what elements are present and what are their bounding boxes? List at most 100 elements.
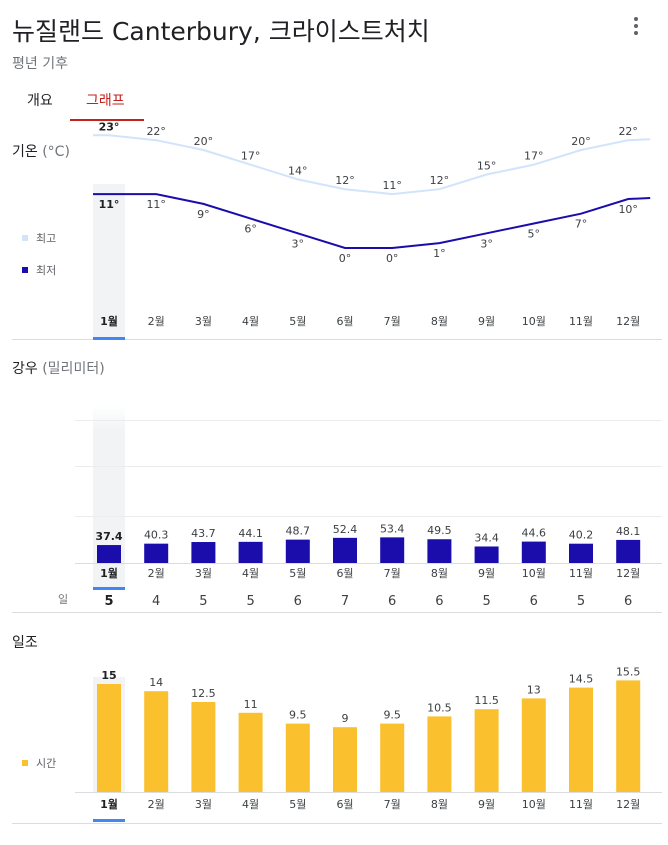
rain-month-label: 8월 [431,567,448,580]
rain-days-value: 5 [199,594,207,609]
temperature-section-title: 기온 (°C) [12,141,70,161]
low-temp-line [93,193,651,249]
rain-bar [333,537,357,563]
tab-active-indicator [70,119,144,121]
temp-month-label: 2월 [148,315,165,328]
temp-month-label: 4월 [242,315,259,328]
rain-days-value: 6 [435,594,443,609]
rain-month-label: 1월 [100,566,118,580]
rain-days-value: 4 [152,594,160,609]
sunshine-bar [569,687,593,792]
temp-month-label: 3월 [195,315,212,328]
sun-month-label: 6월 [336,798,353,811]
sunshine-bar [97,684,121,792]
rain-title: 강우 [12,361,38,377]
high-temp-label: 22° [618,125,638,138]
legend-sun-label: 시간 [36,757,57,770]
sunshine-value-label: 10.5 [427,701,452,714]
rain-value-label: 40.2 [569,529,594,542]
rain-month-label: 7월 [384,567,401,580]
sunshine-value-label: 14 [149,676,163,689]
legend-low-swatch [22,267,28,273]
tab-overview[interactable]: 개요 [27,93,53,109]
temp-month-label: 12월 [616,315,640,328]
rain-section-title: 강우 (밀리미터) [12,358,105,378]
tab-graph[interactable]: 그래프 [86,93,125,109]
sunshine-value-label: 11.5 [474,694,499,707]
rain-bar [616,539,641,563]
sunshine-bar [521,698,546,792]
sun-section-title: 일조 [12,632,38,652]
low-temp-label: 9° [197,208,210,221]
rain-value-label: 34.4 [474,531,499,544]
temperature-chart: 23° 22° 20° 17° 14° 12° 11° 12° 15° 17° 20° 22° 11° 1… [12,120,662,340]
sun-month-label: 2월 [148,798,165,811]
high-temp-label: 15° [477,160,497,173]
legend-low: 최저 [22,262,56,278]
rain-bar [569,543,593,563]
legend-high-swatch [22,235,28,241]
sunshine-value-label: 9 [342,712,349,725]
more-options-icon[interactable] [626,14,646,38]
rain-month-label: 10월 [522,567,546,580]
rain-bar [97,545,121,563]
low-temp-label: 6° [244,223,257,236]
sunshine-bar [285,723,310,792]
rain-chart: 37.4 1월 5 40.3 2월 4 43.7 3월 5 44.1 4월 5 48.7 5월 6 52.4 6… [12,405,662,613]
rain-days-value: 6 [294,594,302,609]
temp-month-label: 6월 [336,315,353,328]
rain-days-value: 7 [341,594,349,609]
sun-month-label: 1월 [100,797,118,811]
rain-value-label: 44.1 [238,527,263,540]
high-temp-label: 17° [241,150,261,163]
sunshine-value-label: 14.5 [569,673,594,686]
rain-month-label: 2월 [148,567,165,580]
page-title: 뉴질랜드 Canterbury, 크라이스트처치 [12,17,430,46]
rain-value-label: 37.4 [95,530,122,543]
temp-month-label: 1월 [100,314,118,328]
sunshine-value-label: 11 [244,698,258,711]
low-temp-label: 0° [386,252,399,265]
high-temp-label: 22° [146,125,166,138]
rain-bar [380,537,405,563]
sunshine-value-label: 12.5 [191,687,216,700]
legend-low-label: 최저 [36,264,57,277]
rain-value-label: 49.5 [427,524,452,537]
sun-month-label: 5월 [289,798,306,811]
rain-value-label: 40.3 [144,529,169,542]
legend-sun: 시간 [22,755,56,771]
high-temp-label: 23° [99,120,120,133]
low-temp-label: 3° [292,237,305,250]
sunshine-bar [191,702,216,792]
temp-month-label: 11월 [569,315,593,328]
high-temp-label: 14° [288,164,308,177]
rain-value-label: 52.4 [333,523,358,536]
rain-value-label: 53.4 [380,522,405,535]
sun-title: 일조 [12,635,38,651]
low-temp-label: 3° [480,237,493,250]
sun-month-label: 9월 [478,798,495,811]
rain-value-label: 48.7 [286,525,311,538]
rain-days-value: 6 [530,594,538,609]
sunshine-value-label: 9.5 [383,709,401,722]
temp-month-label: 9월 [478,315,495,328]
high-temp-label: 12° [430,174,450,187]
rain-month-label: 4월 [242,567,259,580]
rain-month-label: 11월 [569,567,593,580]
legend-high-label: 최고 [36,232,57,245]
temp-month-label: 8월 [431,315,448,328]
high-temp-label: 17° [524,150,544,163]
rain-bar [521,541,546,563]
rain-bar [144,543,169,563]
temp-month-label: 7월 [384,315,401,328]
high-temp-line [93,134,651,196]
rain-month-label: 6월 [336,567,353,580]
sun-month-label: 8월 [431,798,448,811]
temp-month-label: 10월 [522,315,546,328]
rain-bar [238,541,263,563]
rain-bar [474,546,499,563]
sun-month-label: 4월 [242,798,259,811]
low-temp-label: 1° [433,247,446,260]
sun-month-label: 7월 [384,798,401,811]
rain-days-value: 5 [577,594,585,609]
